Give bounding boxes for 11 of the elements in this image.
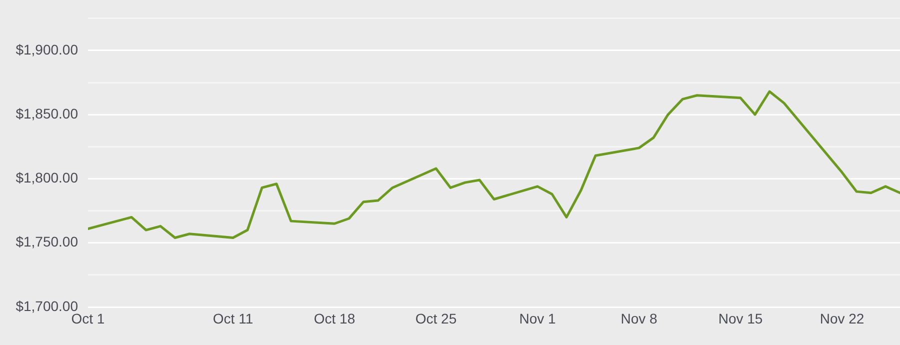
x-tick-label: Nov 15 xyxy=(718,310,763,326)
x-tick-label: Nov 22 xyxy=(820,310,864,326)
y-tick-label: $1,800.00 xyxy=(16,170,78,186)
x-tick-label: Nov 8 xyxy=(620,310,658,326)
y-tick-label: $1,750.00 xyxy=(16,234,78,250)
x-tick-label: Oct 25 xyxy=(415,310,457,326)
x-tick-label: Oct 18 xyxy=(314,310,356,326)
y-tick-label: $1,850.00 xyxy=(16,105,78,122)
y-tick-label: $1,900.00 xyxy=(16,41,78,58)
x-tick-label: Oct 11 xyxy=(212,310,254,326)
x-tick-label: Nov 1 xyxy=(519,310,556,326)
